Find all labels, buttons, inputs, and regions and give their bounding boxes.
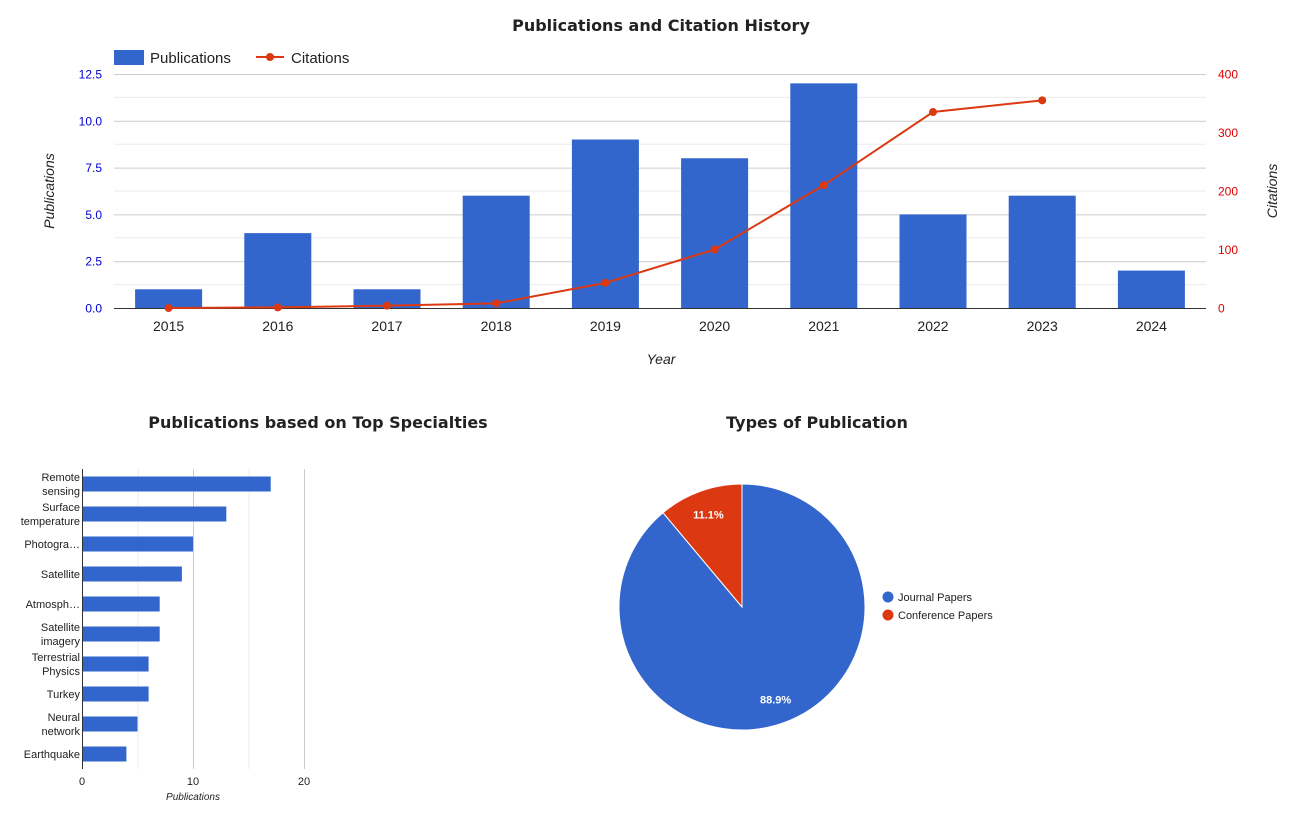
history-left-axis: 0.0 2.5 5.0 7.5 10.0 12.5 [79,68,103,316]
specialty-label: Neural network [41,712,80,738]
history-y2-tick-label: 400 [1218,68,1238,82]
specialties-category-labels: Remote sensing Surface temperature Photogra…… [21,472,81,761]
history-x-tick-label: 2019 [590,318,621,334]
history-y-tick-label: 5.0 [85,208,102,222]
history-y2-tick-label: 100 [1218,243,1238,257]
publications-bar[interactable] [244,233,312,308]
citations-point[interactable] [492,299,501,308]
specialties-chart: Publications based on Top Specialties Re… [21,413,488,803]
specialty-bar[interactable] [82,566,182,582]
history-citations-series [164,96,1047,312]
citations-point[interactable] [819,181,828,190]
publications-bar[interactable] [790,83,858,308]
specialties-x-axis-title: Publications [166,792,220,803]
types-pie: 88.9% 11.1% [618,483,866,731]
publications-bar[interactable] [353,289,421,308]
pie-slice[interactable] [662,483,743,609]
citations-point[interactable] [601,278,610,287]
history-x-tick-label: 2018 [481,318,512,334]
specialty-bar[interactable] [82,656,149,672]
specialties-bars [82,476,271,762]
citations-point[interactable] [710,245,719,254]
specialties-x-tick-label: 20 [298,776,310,788]
history-x-tick-label: 2024 [1136,318,1167,334]
specialties-chart-title: Publications based on Top Specialties [148,413,487,432]
citations-point[interactable] [1038,96,1047,105]
history-y-tick-label: 2.5 [85,255,102,269]
types-legend: Journal Papers Conference Papers [882,591,993,622]
publications-bar[interactable] [1008,195,1076,308]
history-x-tick-label: 2016 [262,318,293,334]
specialty-bar[interactable] [82,506,227,522]
history-x-axis-title: Year [647,351,677,367]
specialty-bar[interactable] [82,596,160,612]
history-y2-axis-title: Citations [1264,164,1280,218]
legend-citations-label: Citations [291,50,349,67]
specialty-bar[interactable] [82,626,160,642]
specialty-label: Remote sensing [41,472,80,498]
specialty-label: Satellite [41,569,80,581]
history-x-axis: 2015 2016 2017 2018 2019 2020 2021 2022 2023 2024 [153,318,1167,334]
history-y-tick-label: 0.0 [85,302,102,316]
pie-legend-label: Journal Papers [898,592,972,604]
legend-citations-marker [266,53,274,61]
pie-legend-marker [882,591,894,603]
specialties-x-tick-label: 10 [187,776,199,788]
specialty-label: Earthquake [24,749,80,761]
history-y-tick-label: 10.0 [79,114,103,128]
history-legend: Publications Citations [114,50,349,67]
types-chart-title: Types of Publication [726,413,908,432]
specialty-bar[interactable] [82,746,127,762]
history-x-tick-label: 2022 [917,318,948,334]
history-x-tick-label: 2023 [1027,318,1058,334]
history-bars [135,83,1185,308]
history-chart: Publications and Citation History Public… [41,16,1280,367]
legend-publications-label: Publications [150,50,231,67]
specialty-label: Turkey [47,689,81,701]
specialty-bar[interactable] [82,536,193,552]
citations-point[interactable] [383,301,391,310]
history-x-tick-label: 2017 [371,318,402,334]
history-x-tick-label: 2020 [699,318,730,334]
pie-legend-marker [882,609,894,621]
history-y-tick-label: 12.5 [79,68,103,82]
history-chart-title: Publications and Citation History [512,16,810,35]
specialty-bar[interactable] [82,716,138,732]
legend-publications-swatch [114,50,144,65]
history-right-axis: 0 100 200 300 400 [1218,68,1238,316]
publications-bar[interactable] [1117,270,1185,308]
specialty-label: Photogra… [24,539,80,551]
citations-point[interactable] [164,304,173,312]
specialty-label: Terrestrial Physics [32,652,81,678]
history-x-tick-label: 2015 [153,318,184,334]
publications-bar[interactable] [899,214,967,308]
citations-point[interactable] [273,303,282,312]
history-y-axis-title: Publications [41,153,57,229]
specialties-x-tick-label: 0 [79,776,85,788]
history-y2-tick-label: 200 [1218,185,1238,199]
citations-point[interactable] [929,108,937,117]
specialty-bar[interactable] [82,686,149,702]
publications-bar[interactable] [462,195,530,308]
publications-bar[interactable] [681,158,749,308]
history-y2-tick-label: 300 [1218,126,1238,140]
history-x-tick-label: 2021 [808,318,839,334]
specialty-label: Atmosph… [26,599,80,611]
specialty-label: Surface temperature [21,502,80,528]
publications-bar[interactable] [135,289,203,308]
pie-slice-label: 11.1% [693,510,724,522]
pie-legend-label: Conference Papers [898,610,993,622]
types-chart: Types of Publication 88.9% 11.1% Journal … [618,413,993,731]
pie-slice-label: 88.9% [760,694,791,706]
history-y2-tick-label: 0 [1218,302,1225,316]
specialty-bar[interactable] [82,476,271,492]
specialty-label: Satellite imagery [41,622,81,648]
specialties-x-axis: 0 10 20 [79,776,310,788]
history-y-tick-label: 7.5 [85,161,102,175]
